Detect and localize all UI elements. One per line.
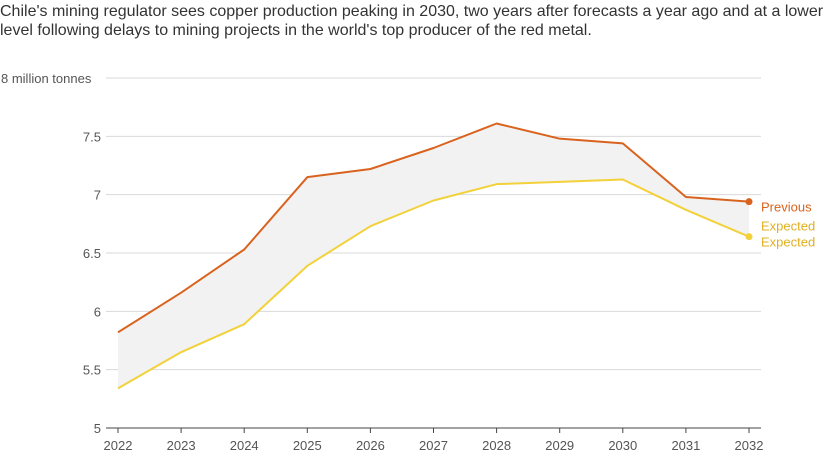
x-tick-label: 2032 [735, 438, 764, 453]
end-label: Expected [761, 219, 815, 234]
y-tick-label: 7.5 [83, 129, 101, 144]
series-line-previous [117, 122, 750, 334]
x-tick-labels: 2022 2023 2024 2025 2026 2027 2028 2029 2030 2031… [104, 428, 764, 453]
x-tick-label: 2027 [419, 438, 448, 453]
y-tick-label: 6.5 [83, 246, 101, 261]
y-tick-label: 7 [94, 188, 101, 203]
y-unit-label: 8 million tonnes [1, 71, 92, 86]
x-tick-label: 2024 [230, 438, 259, 453]
series-end-dot-previous [745, 198, 753, 206]
x-tick-label: 2026 [356, 438, 385, 453]
x-tick-label: 2031 [671, 438, 700, 453]
series-line-expected [117, 178, 750, 390]
series-lines [117, 122, 753, 390]
x-tick-label: 2030 [608, 438, 637, 453]
chart-subtitle: Chile's mining regulator sees copper pro… [0, 3, 824, 39]
y-tick-labels: 5 5.5 6 6.5 7 7.5 [83, 129, 101, 436]
end-label: Expected [761, 235, 815, 250]
y-tick-label: 6 [94, 304, 101, 319]
y-tick-label: 5.5 [83, 363, 101, 378]
x-tick-label: 2025 [293, 438, 322, 453]
gap-band [118, 123, 749, 389]
x-tick-label: 2028 [482, 438, 511, 453]
x-tick-label: 2029 [545, 438, 574, 453]
end-label: Previous [761, 200, 812, 215]
x-tick-label: 2023 [167, 438, 196, 453]
y-tick-label: 5 [94, 421, 101, 436]
x-tick-label: 2022 [104, 438, 133, 453]
series-end-dot-expected [745, 233, 753, 241]
